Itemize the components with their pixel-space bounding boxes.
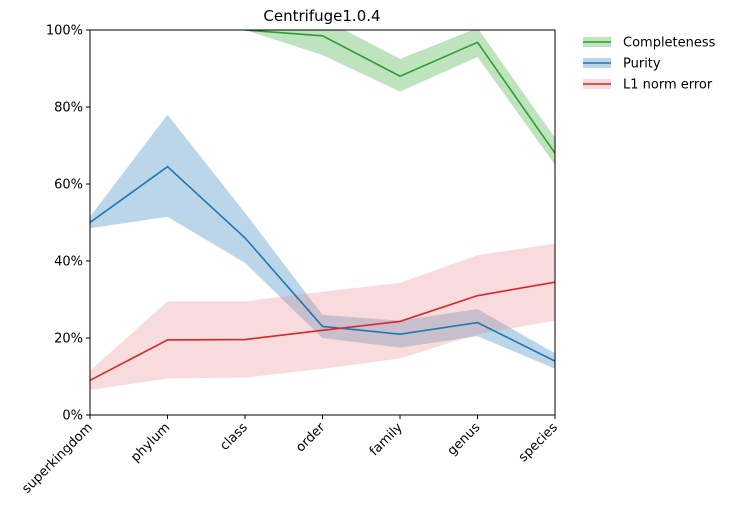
- band-completeness: [245, 30, 555, 165]
- line-layer: [90, 30, 555, 382]
- line-completeness: [244, 30, 555, 154]
- legend-label-l1-norm-error: L1 norm error: [623, 78, 713, 93]
- x-tick-label: family: [367, 420, 406, 459]
- y-tick-label: 20%: [54, 332, 83, 347]
- legend-label-completeness: Completeness: [623, 36, 716, 51]
- line-purity: [90, 165, 555, 362]
- y-tick-label: 80%: [54, 101, 83, 116]
- y-tick-label: 0%: [62, 409, 83, 424]
- x-tick-label: class: [217, 420, 251, 454]
- band-l1-norm-error: [90, 243, 555, 390]
- y-axis: 0% 20% 40% 60% 80% 100%: [46, 24, 90, 424]
- x-tick-label: superkingdom: [19, 420, 95, 496]
- legend: Completeness Purity L1 norm error: [583, 36, 716, 93]
- chart-title: Centrifuge1.0.4: [263, 7, 380, 25]
- legend-label-purity: Purity: [623, 57, 661, 72]
- band-layer: [90, 30, 555, 390]
- x-tick-label: species: [516, 420, 561, 465]
- y-tick-label: 40%: [54, 255, 83, 270]
- x-tick-label: phylum: [128, 420, 173, 465]
- x-axis: superkingdom phylum class order family genus s…: [19, 415, 561, 497]
- y-tick-label: 60%: [54, 178, 83, 193]
- x-tick-label: genus: [445, 420, 484, 459]
- band-purity: [90, 114, 555, 369]
- x-tick-label: order: [293, 420, 329, 456]
- y-tick-label: 100%: [46, 24, 83, 39]
- line-l1-norm-error: [90, 281, 555, 382]
